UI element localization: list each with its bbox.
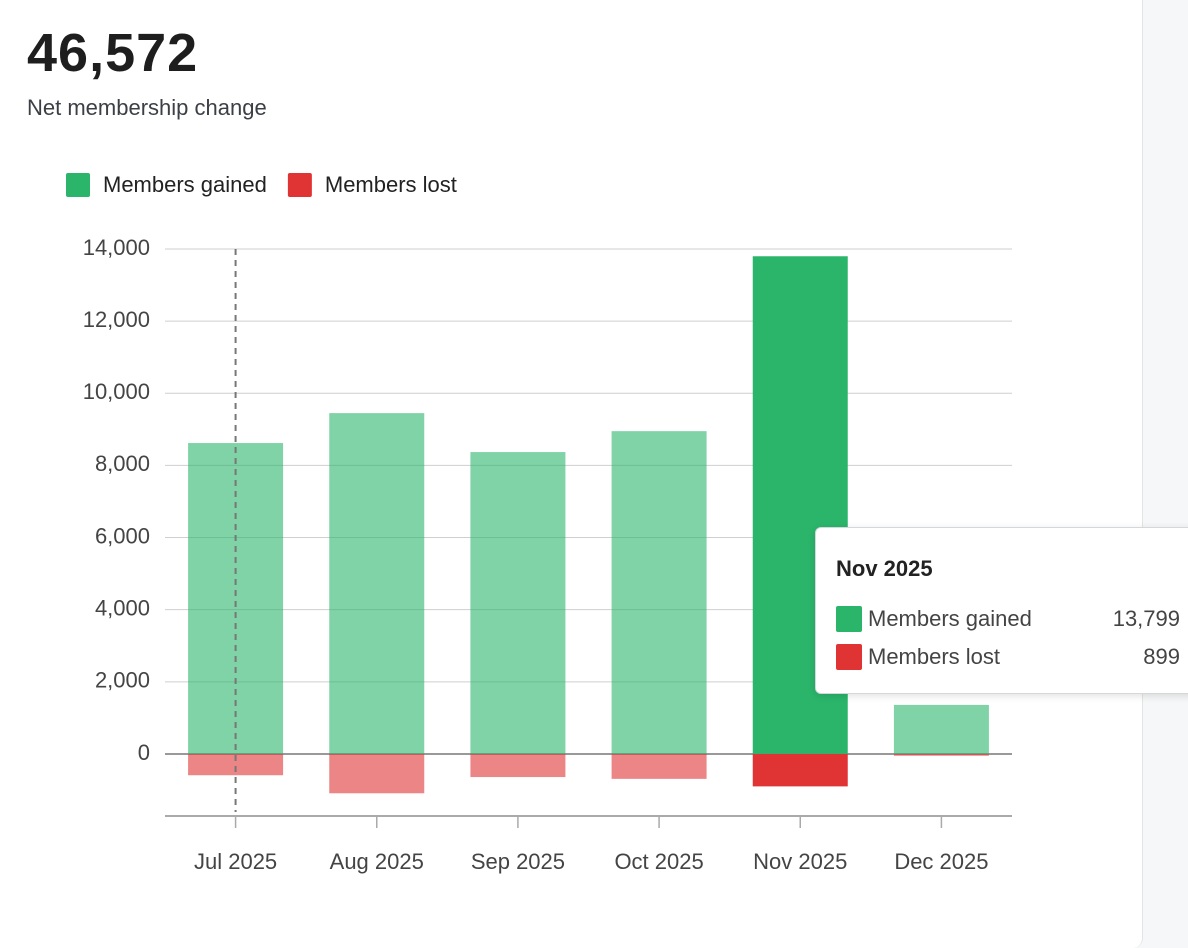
x-tick-label: Nov 2025 xyxy=(753,849,847,874)
y-tick-label: 6,000 xyxy=(95,523,150,548)
x-tick-label: Sep 2025 xyxy=(471,849,565,874)
y-tick-label: 10,000 xyxy=(83,379,150,404)
bar xyxy=(470,452,566,754)
y-tick-label: 14,000 xyxy=(83,235,150,260)
tooltip-swatch xyxy=(836,606,862,632)
bar xyxy=(893,753,989,756)
x-tick-label: Jul 2025 xyxy=(194,849,277,874)
legend-label: Members lost xyxy=(325,172,457,197)
bar xyxy=(752,753,848,787)
y-tick-label: 0 xyxy=(138,740,150,765)
tooltip-value: 13,799 xyxy=(1112,606,1180,631)
y-tick-label: 8,000 xyxy=(95,451,150,476)
headline-label: Net membership change xyxy=(27,95,267,120)
headline-value: 46,572 xyxy=(27,23,199,83)
legend-swatch xyxy=(66,173,90,197)
bar xyxy=(188,443,284,754)
card: 46,572 Net membership change Members gai… xyxy=(27,0,1143,948)
x-tick-label: Aug 2025 xyxy=(330,849,424,874)
chart: Members gained Members lost 0 2,000 4,000 6,0… xyxy=(66,172,1012,874)
tooltip-title: Nov 2025 xyxy=(836,556,933,581)
bar xyxy=(188,753,284,776)
x-tick-label: Dec 2025 xyxy=(894,849,988,874)
tooltip-name: Members lost xyxy=(868,644,1001,669)
bar xyxy=(611,431,707,754)
legend-label: Members gained xyxy=(103,172,267,197)
y-tick-label: 4,000 xyxy=(95,595,150,620)
tooltip-swatch xyxy=(836,644,862,670)
legend-swatch xyxy=(287,173,312,197)
bar xyxy=(611,753,707,779)
bar xyxy=(329,753,425,794)
y-tick-label: 2,000 xyxy=(95,668,150,693)
tooltip-name: Members gained xyxy=(868,606,1032,631)
tooltip-value: 899 xyxy=(1143,644,1180,669)
bar xyxy=(470,753,566,778)
tooltip: Nov 2025 Members gained 13,799 Members l… xyxy=(815,527,1188,694)
x-tick-label: Oct 2025 xyxy=(614,849,703,874)
y-tick-label: 12,000 xyxy=(83,307,150,332)
bar xyxy=(893,704,989,754)
bar xyxy=(329,413,425,754)
